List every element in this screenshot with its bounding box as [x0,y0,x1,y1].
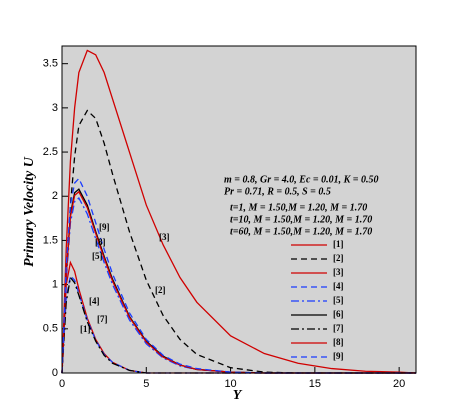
x-tick-label: 0 [59,378,65,390]
x-tick-label: 15 [309,378,321,390]
plot-area [62,46,416,373]
curve-label: [5] [92,251,103,261]
curve-label: [1] [80,324,91,334]
y-tick-label: 0.5 [43,323,58,335]
legend-label: [2] [333,253,344,263]
x-tick-label: 20 [393,378,405,390]
annotation: Pr = 0.71, R = 0.5, S = 0.5 [224,186,331,197]
legend-label: [8] [333,337,344,347]
legend-label: [9] [333,351,344,361]
y-tick-label: 0 [52,367,58,379]
annotation: t=10, M = 1.50,M = 1.20, M = 1.70 [230,214,372,225]
plot-frame [61,45,417,374]
y-axis-title: Primary Velocity U [22,156,37,267]
x-tick-label: 5 [143,378,149,390]
y-tick-label: 1 [52,279,58,291]
legend-label: [6] [333,309,344,319]
annotation: m = 0.8, Gr = 4.0, Ec = 0.01, K = 0.50 [224,174,378,185]
curve-label: [9] [99,222,110,232]
y-tick-label: 3.5 [43,58,58,70]
y-tick-label: 1.5 [43,234,58,246]
curve-label: [2] [155,285,166,295]
y-tick-label: 2.5 [43,146,58,158]
curve-label: [3] [159,232,170,242]
legend-label: [1] [333,239,344,249]
y-tick-label: 3 [52,102,58,114]
legend-label: [7] [333,323,344,333]
curve-label: [8] [95,237,106,247]
curve-label: [7] [97,314,108,324]
legend-label: [4] [333,281,344,291]
y-tick-label: 2 [52,190,58,202]
x-tick-label: 10 [224,378,236,390]
curve-label: [4] [89,296,100,306]
line-series [61,49,417,374]
annotation: t=1, M = 1.50,M = 1.20, M = 1.70 [230,202,367,213]
annotation: t=60, M = 1.50,M = 1.20, M = 1.70 [230,226,372,237]
x-axis-title: Y [233,388,243,403]
line-series [61,196,416,374]
legend-label: [3] [333,267,344,277]
legend-label: [5] [333,295,344,305]
